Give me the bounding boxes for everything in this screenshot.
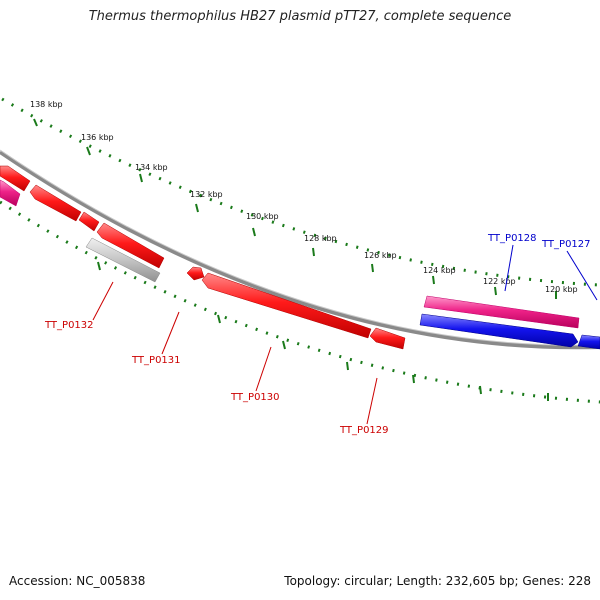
gene-arrow[interactable]: [0, 165, 31, 192]
gene-label-TT_P0129: TT_P0129: [339, 425, 389, 436]
gene-label-TT_P0130: TT_P0130: [230, 392, 280, 403]
outer-scale-arc: [1, 97, 600, 287]
tick-label: 136 kbp: [81, 133, 114, 142]
sequence-summary: Topology: circular; Length: 232,605 bp; …: [284, 574, 591, 588]
tick-label: 138 kbp: [30, 100, 63, 109]
inner-major-ticks: [97, 261, 549, 401]
gene-arrow-TT_P0127[interactable]: [419, 313, 579, 348]
gene-arrow[interactable]: [186, 266, 205, 281]
tick-labels: 138 kbp 136 kbp 134 kbp 132 kbp 130 kbp …: [30, 100, 578, 294]
tick-label: 122 kbp: [483, 277, 516, 286]
gene-arrow-TT_P0128[interactable]: [423, 295, 580, 329]
tick-label: 124 kbp: [423, 266, 456, 275]
tick-label: 126 kbp: [364, 251, 397, 260]
label-leaders: [92, 244, 598, 425]
page-title: Thermus thermophilus HB27 plasmid pTT27,…: [88, 9, 512, 24]
gene-label-TT_P0132: TT_P0132: [44, 320, 94, 331]
gene-labels: TT_P0132 TT_P0131 TT_P0130 TT_P0129 TT_P…: [44, 233, 591, 436]
tick-label: 128 kbp: [304, 234, 337, 243]
gene-arrow-TT_P0130[interactable]: [201, 272, 372, 339]
outer-major-ticks: [33, 118, 557, 299]
accession-label: Accession: NC_005838: [9, 574, 146, 588]
tick-label: 130 kbp: [246, 212, 279, 221]
gene-label-TT_P0131: TT_P0131: [131, 355, 181, 366]
gene-label-TT_P0128: TT_P0128: [487, 233, 537, 244]
gene-arrow-TT_P0132[interactable]: [85, 237, 161, 283]
gene-arrow[interactable]: [0, 179, 21, 207]
gene-arrow[interactable]: [78, 211, 100, 232]
plasmid-backbone: [0, 150, 600, 350]
tick-label: 132 kbp: [190, 190, 223, 199]
gene-arrow[interactable]: [577, 334, 600, 350]
gene-arrow-TT_P0129[interactable]: [369, 327, 406, 350]
gene-arrow-TT_P0131[interactable]: [96, 222, 165, 269]
gene-features: [0, 165, 600, 350]
tick-label: 120 kbp: [545, 285, 578, 294]
gene-arrow[interactable]: [29, 184, 82, 222]
gene-label-TT_P0127: TT_P0127: [541, 239, 591, 250]
tick-label: 134 kbp: [135, 163, 168, 172]
